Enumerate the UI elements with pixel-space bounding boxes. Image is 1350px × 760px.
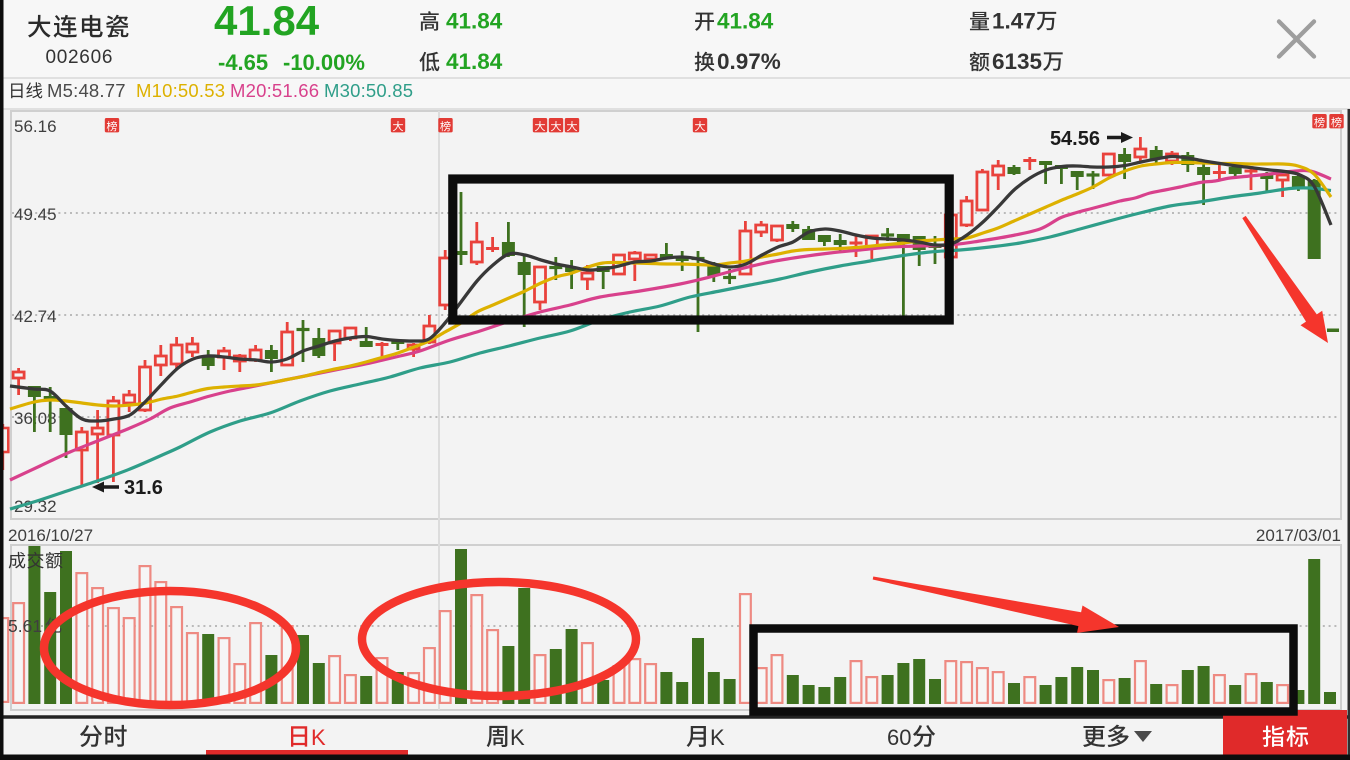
svg-text:K: K [311,725,326,750]
svg-text:K: K [510,725,525,750]
svg-text:M30:50.85: M30:50.85 [324,80,413,101]
svg-text:2017/03/01: 2017/03/01 [1256,526,1341,545]
svg-text:M20:51.66: M20:51.66 [230,80,319,101]
svg-text:29.32: 29.32 [14,497,57,516]
svg-text:2016/10/27: 2016/10/27 [8,526,93,545]
svg-text:49.45: 49.45 [14,205,57,224]
svg-text:41.84: 41.84 [717,9,774,34]
svg-text:5.61: 5.61 [8,616,42,636]
svg-text:42.74: 42.74 [14,307,57,326]
svg-text:0.97%: 0.97% [717,49,781,74]
svg-text:60: 60 [887,725,911,750]
svg-text:-10.00%: -10.00% [283,50,365,75]
svg-text:31.6: 31.6 [124,477,163,499]
svg-text:002606: 002606 [46,47,114,68]
svg-text:K: K [710,725,725,750]
svg-text:M10:50.53: M10:50.53 [136,80,225,101]
svg-text:6135: 6135 [992,49,1042,74]
svg-text:56.16: 56.16 [14,117,57,136]
svg-text:1.47: 1.47 [992,9,1036,34]
svg-text:41.84: 41.84 [446,49,503,74]
svg-text:M5:48.77: M5:48.77 [47,80,126,101]
svg-text:54.56: 54.56 [1050,128,1100,150]
svg-text:-4.65: -4.65 [218,50,268,75]
svg-text:41.84: 41.84 [214,0,320,44]
svg-text:41.84: 41.84 [446,9,503,34]
